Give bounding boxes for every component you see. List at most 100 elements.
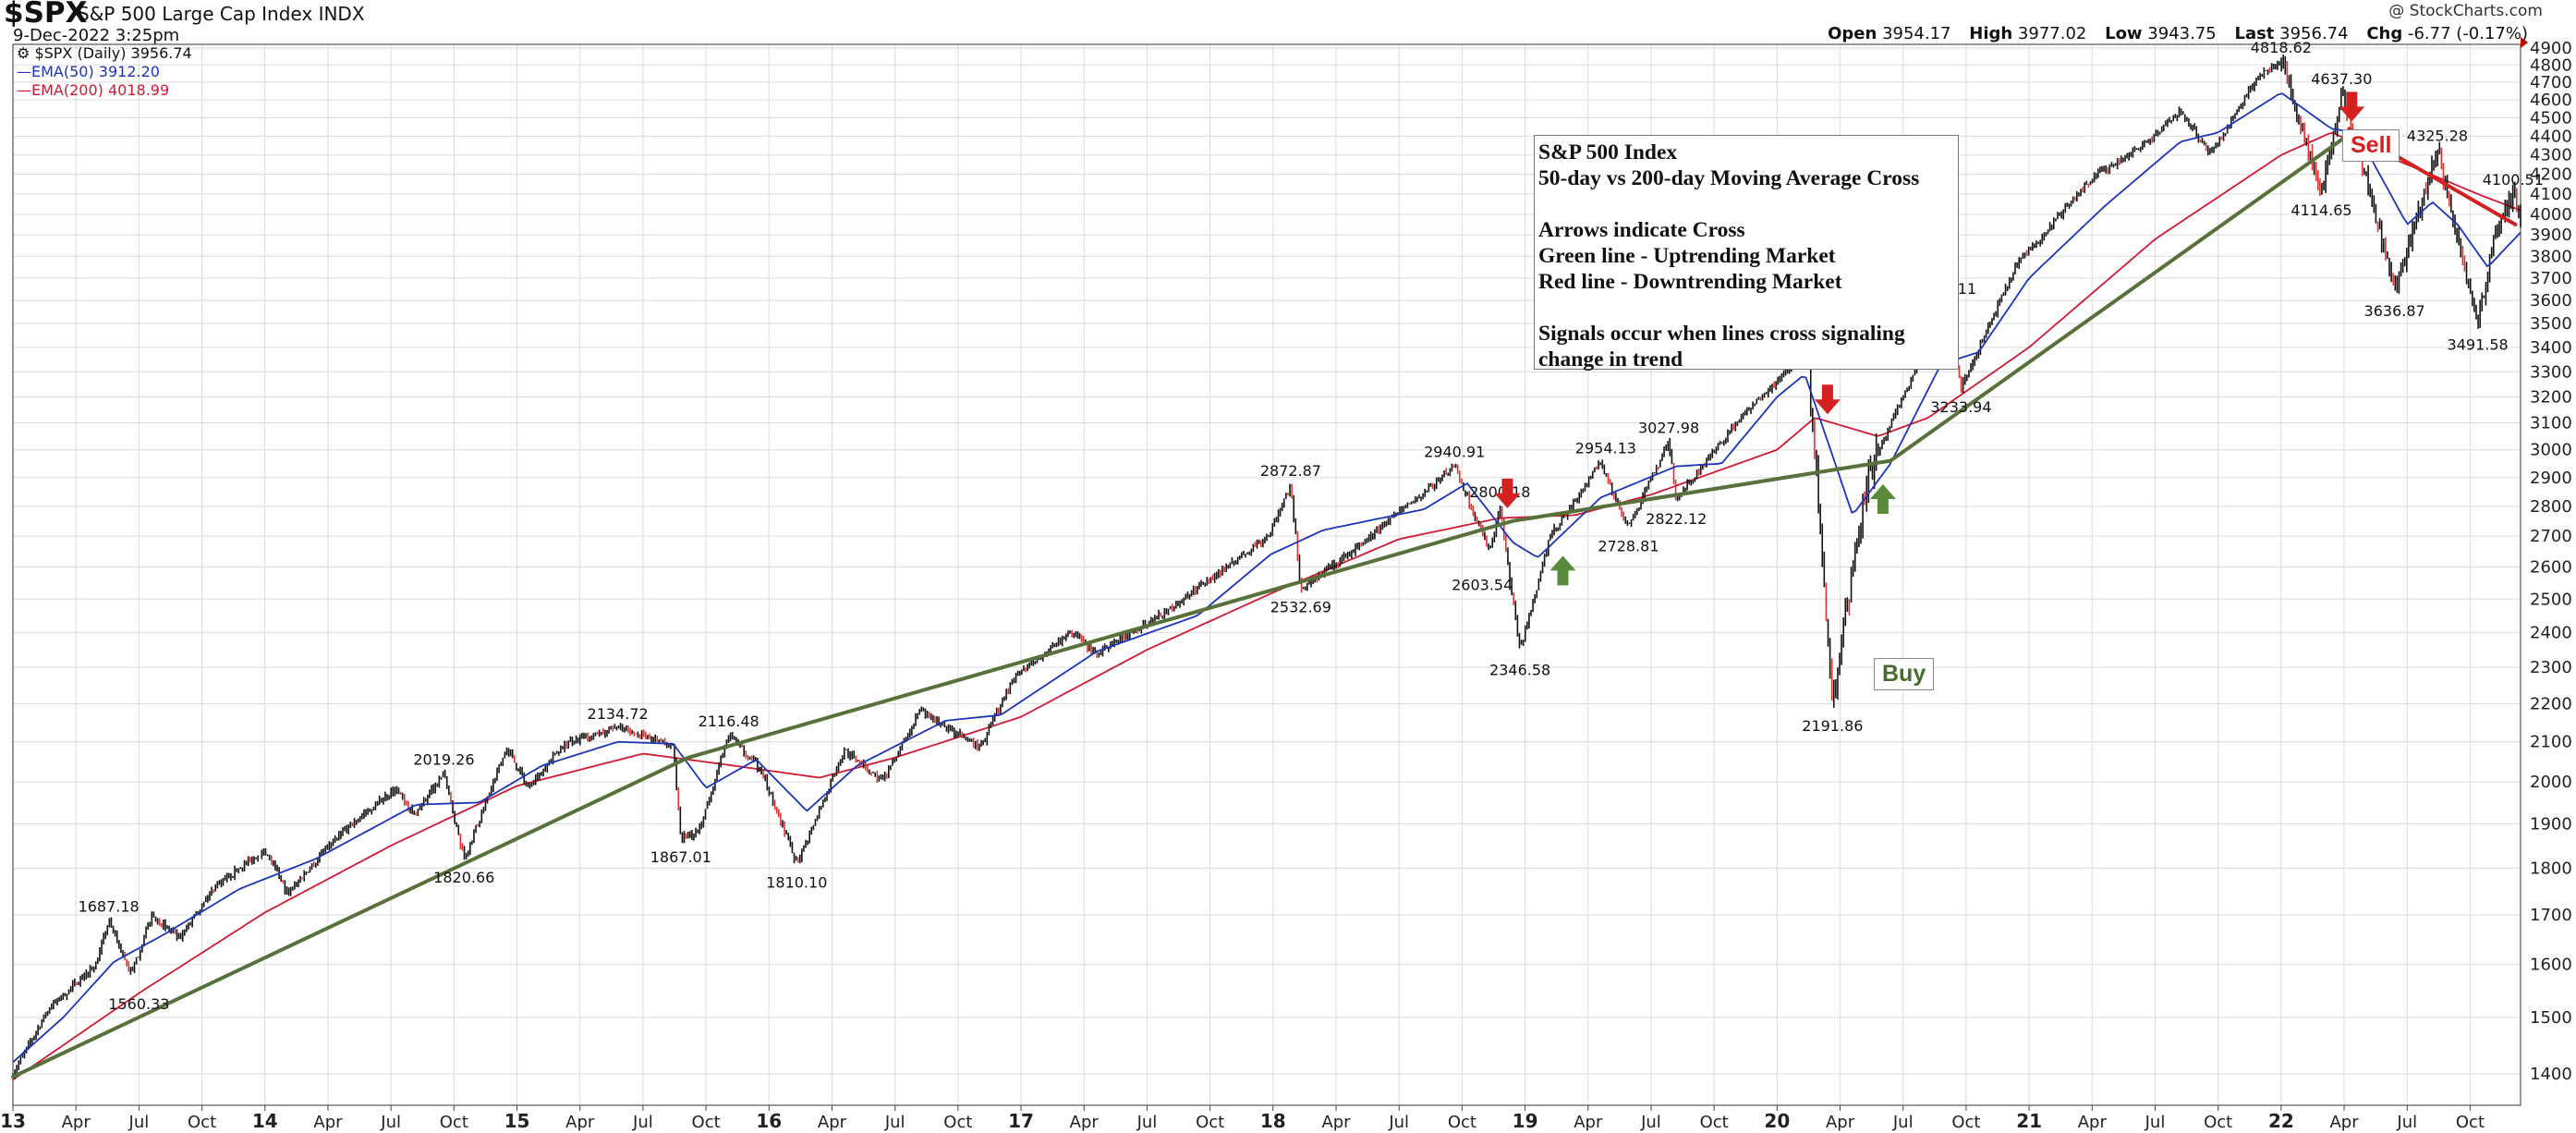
price-annotation-label: 2116.48 xyxy=(699,713,759,730)
y-tick-label: 2400 xyxy=(2530,623,2572,642)
price-annotation-label: 2822.12 xyxy=(1646,510,1707,528)
brand-logo[interactable]: @ StockCharts.com xyxy=(2388,2,2543,20)
x-tick-label: Jul xyxy=(1640,1113,1661,1132)
y-tick-label: 3800 xyxy=(2530,247,2572,266)
y-tick-label: 4000 xyxy=(2530,205,2572,225)
y-tick-label: 1400 xyxy=(2530,1065,2572,1084)
price-annotation-label: 3233.94 xyxy=(1930,398,1991,416)
y-tick-label: 4200 xyxy=(2530,165,2572,185)
x-tick-label: Jul xyxy=(2145,1113,2166,1132)
price-annotation-label: 2940.91 xyxy=(1424,443,1485,460)
sell-arrow-icon xyxy=(2339,91,2365,122)
ema200-swatch-icon: — xyxy=(17,81,31,99)
sell-arrow-icon xyxy=(1494,478,1521,508)
x-tick-label: Oct xyxy=(188,1113,216,1132)
x-tick-label: Apr xyxy=(2078,1113,2108,1132)
x-tick-label: Apr xyxy=(1826,1113,1855,1132)
x-tick-label: Oct xyxy=(943,1113,972,1132)
x-tick-label: Apr xyxy=(1574,1113,1603,1132)
note-line xyxy=(1538,295,1958,321)
y-tick-label: 2100 xyxy=(2530,733,2572,752)
ema50-swatch-icon: — xyxy=(17,63,31,80)
grid-lines xyxy=(12,44,2521,1111)
x-tick-label: Oct xyxy=(1951,1113,1980,1132)
price-annotations: 1687.18 1560.33 2019.26 1820.66 2134.72 1867.… xyxy=(79,39,2544,1013)
low-label: Low xyxy=(2105,24,2143,43)
note-line: change in trend xyxy=(1538,347,1683,372)
price-annotation-label: 1560.33 xyxy=(108,995,169,1013)
x-tick-label: 15 xyxy=(504,1110,530,1132)
price-annotation-label: 1820.66 xyxy=(433,869,494,886)
y-tick-label: 1900 xyxy=(2530,814,2572,834)
x-axis-tick-labels: 13 Apr Jul Oct 14 Apr Jul Oct 15 Apr Jul Oct 16 Apr Ju… xyxy=(0,1110,2485,1132)
high-label: High xyxy=(1969,24,2013,43)
chg-label: Chg xyxy=(2366,24,2403,43)
y-tick-label: 4100 xyxy=(2530,185,2572,204)
x-tick-label: Oct xyxy=(440,1113,468,1132)
annotation-note-box: S&P 500 Index 50-day vs 200-day Moving A… xyxy=(1534,135,1959,372)
x-tick-label: Jul xyxy=(632,1113,653,1132)
price-annotation-label: 2603.54 xyxy=(1452,576,1513,593)
timestamp: 9-Dec-2022 3:25pm xyxy=(13,26,180,45)
x-tick-label: Jul xyxy=(2396,1113,2417,1132)
legend-ema50-label: EMA(50) 3912.20 xyxy=(31,63,160,80)
x-tick-label: Jul xyxy=(1892,1113,1914,1132)
x-tick-label: 14 xyxy=(252,1110,278,1132)
legend-ema50[interactable]: —EMA(50) 3912.20 xyxy=(17,63,160,80)
price-annotation-label: 2191.86 xyxy=(1802,717,1863,735)
y-tick-label: 4900 xyxy=(2530,39,2572,58)
price-annotation-label: 3027.98 xyxy=(1638,419,1699,436)
ema200-series xyxy=(12,131,2521,1081)
low-value: 3943.75 xyxy=(2147,24,2217,43)
price-annotation-label: 1687.18 xyxy=(79,898,140,916)
x-tick-label: Jul xyxy=(884,1113,905,1132)
note-line: 50-day vs 200-day Moving Average Cross xyxy=(1538,166,1920,190)
x-tick-label: Apr xyxy=(62,1113,91,1132)
note-line: Red line - Downtrending Market xyxy=(1538,270,1842,294)
y-tick-label: 3700 xyxy=(2530,269,2572,288)
quote-bar: Open 3954.17 High 3977.02 Low 3943.75 La… xyxy=(1828,24,2528,43)
index-name: S&P 500 Large Cap Index xyxy=(78,3,313,25)
y-tick-label: 4500 xyxy=(2530,108,2572,128)
y-tick-label: 3100 xyxy=(2530,414,2572,433)
x-tick-label: Apr xyxy=(565,1113,595,1132)
y-tick-label: 4400 xyxy=(2530,127,2572,146)
y-tick-label: 2300 xyxy=(2530,658,2572,677)
buy-arrow-icon xyxy=(1549,555,1576,586)
legend-price-label: $SPX (Daily) 3956.74 xyxy=(34,44,192,62)
x-tick-label: Jul xyxy=(128,1113,150,1132)
note-line: Arrows indicate Cross xyxy=(1538,218,1745,242)
x-tick-label: 16 xyxy=(756,1110,782,1132)
last-label: Last xyxy=(2234,24,2275,43)
open-label: Open xyxy=(1828,24,1877,43)
x-tick-label: 22 xyxy=(2268,1110,2294,1132)
price-annotation-label: 4325.28 xyxy=(2407,128,2468,145)
y-tick-label: 2500 xyxy=(2530,590,2572,609)
y-tick-label: 3600 xyxy=(2530,291,2572,311)
y-tick-label: 2000 xyxy=(2530,773,2572,792)
last-price-marker-icon xyxy=(2521,37,2528,48)
price-annotation-label: 1810.10 xyxy=(766,873,827,891)
symbol: $SPX xyxy=(4,0,88,30)
x-tick-label: Oct xyxy=(1448,1113,1476,1132)
y-tick-label: 1700 xyxy=(2530,906,2572,925)
y-tick-label: 1500 xyxy=(2530,1008,2572,1028)
legend-ema200[interactable]: —EMA(200) 4018.99 xyxy=(17,81,169,99)
legend-price[interactable]: ⚙ $SPX (Daily) 3956.74 xyxy=(17,44,192,62)
note-line: Green line - Uptrending Market xyxy=(1538,244,1836,268)
x-tick-label: Oct xyxy=(692,1113,721,1132)
y-tick-label: 2200 xyxy=(2530,695,2572,714)
y-tick-label: 4800 xyxy=(2530,55,2572,75)
ema50-line xyxy=(12,92,2521,1064)
x-tick-label: Oct xyxy=(2204,1113,2232,1132)
price-annotation-label: 2019.26 xyxy=(413,750,474,768)
y-axis-tick-labels: 1400 1500 1600 1700 1800 1900 2000 2100 2200 2300… xyxy=(2530,39,2572,1084)
price-annotation-label: 4637.30 xyxy=(2311,70,2372,88)
ema200-line xyxy=(12,131,2521,1081)
high-value: 3977.02 xyxy=(2017,24,2087,43)
price-annotation-label: 2134.72 xyxy=(588,705,649,723)
price-icon: ⚙ xyxy=(17,44,30,62)
x-tick-label: 20 xyxy=(1764,1110,1790,1132)
price-annotation-label: 2532.69 xyxy=(1270,599,1331,616)
